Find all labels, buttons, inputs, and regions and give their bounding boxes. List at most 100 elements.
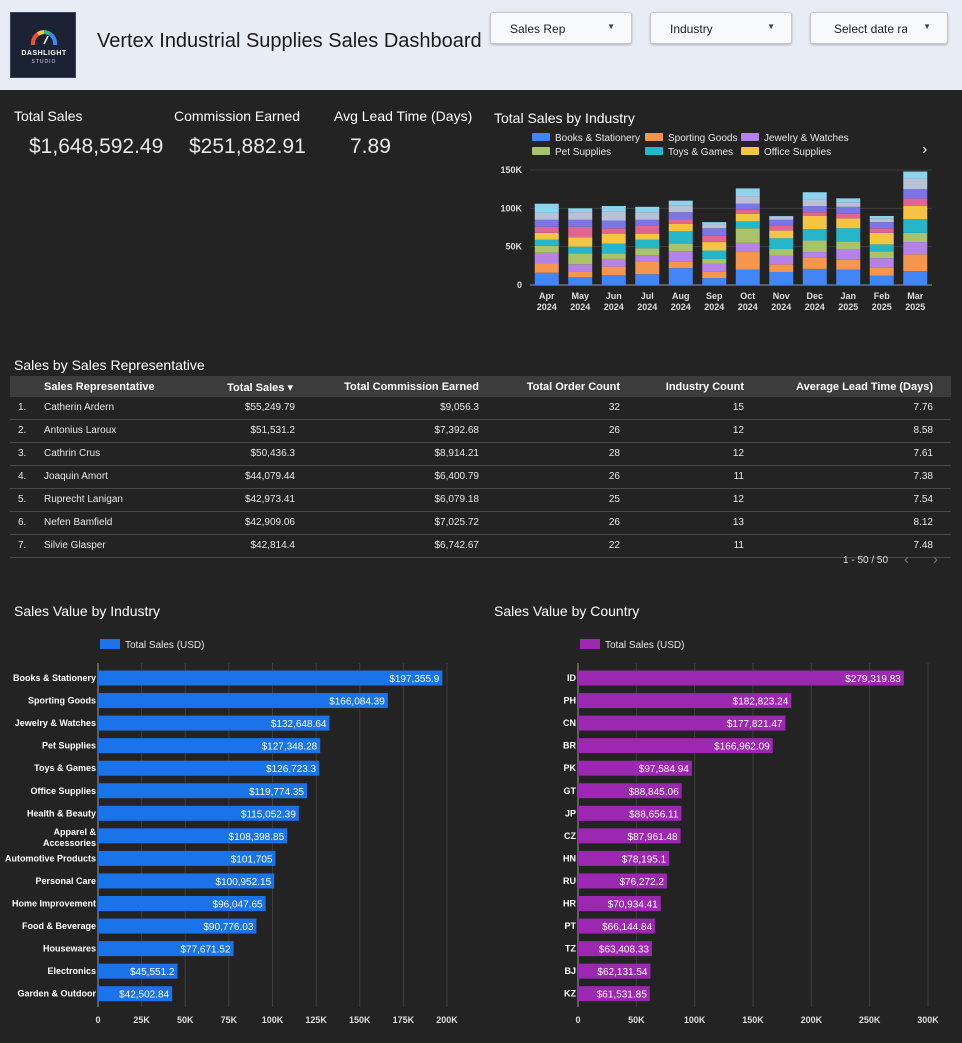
stacked-bar-segment[interactable] [601,266,626,276]
stacked-bar-segment[interactable] [769,255,794,265]
stacked-bar-segment[interactable] [903,232,928,243]
stacked-bar-segment[interactable] [869,267,894,276]
stacked-bar-segment[interactable] [702,222,727,225]
stacked-bar-segment[interactable] [802,240,827,253]
stacked-bar-segment[interactable] [702,278,727,285]
column-header-industry-count[interactable]: Industry Count [665,381,744,393]
bar[interactable] [578,805,682,821]
stacked-bar-segment[interactable] [601,206,626,212]
stacked-bar-segment[interactable] [836,218,861,229]
stacked-bar-segment[interactable] [702,224,727,229]
stacked-bar-segment[interactable] [601,275,626,285]
stacked-bar-segment[interactable] [668,223,693,232]
stacked-bar-segment[interactable] [735,188,760,197]
stacked-bar-segment[interactable] [735,209,760,214]
stacked-bar-segment[interactable] [869,228,894,233]
stacked-bar-segment[interactable] [836,206,861,214]
stacked-bar-segment[interactable] [635,219,660,226]
bar[interactable] [98,715,330,731]
stacked-bar-segment[interactable] [802,229,827,241]
stacked-bar-segment[interactable] [668,261,693,269]
bar[interactable] [98,805,299,821]
stacked-bar-segment[interactable] [635,255,660,262]
stacked-bar-segment[interactable] [769,264,794,272]
stacked-bar-segment[interactable] [769,225,794,231]
table-row[interactable]: 1. Catherin Ardern $55,249.79 $9,056.3 32 15 7… [10,397,951,420]
column-header-lead-time[interactable]: Average Lead Time (Days) [796,381,933,393]
stacked-bar-segment[interactable] [836,198,861,203]
stacked-bar-segment[interactable] [534,263,559,273]
legend-item[interactable]: Books & Stationery [532,133,640,144]
stacked-bar-segment[interactable] [568,212,593,220]
table-row[interactable]: 4. Joaquin Amort $44,079.44 $6,400.79 26 11 7.… [10,466,951,489]
legend-item[interactable]: Pet Supplies [532,147,611,158]
stacked-bar-segment[interactable] [635,212,660,220]
stacked-bar-segment[interactable] [735,252,760,270]
bar[interactable] [578,738,773,754]
stacked-bar-segment[interactable] [635,262,660,275]
table-row[interactable]: 7. Silvie Glasper $42,814.4 $6,742.67 22 11 7.… [10,535,951,558]
stacked-bar-segment[interactable] [769,216,794,220]
bar[interactable] [578,693,792,709]
stacked-bar-segment[interactable] [836,259,861,270]
stacked-bar-segment[interactable] [903,219,928,233]
stacked-bar-segment[interactable] [601,233,626,244]
stacked-bar-segment[interactable] [869,218,894,223]
stacked-bar-segment[interactable] [702,250,727,259]
stacked-bar-segment[interactable] [534,272,559,285]
stacked-bar-segment[interactable] [568,226,593,238]
stacked-bar-segment[interactable] [802,268,827,285]
stacked-bar-segment[interactable] [534,252,559,264]
bar[interactable] [98,828,288,844]
bar[interactable] [578,850,670,866]
stacked-bar-segment[interactable] [568,208,593,213]
stacked-bar-segment[interactable] [802,212,827,216]
stacked-bar-segment[interactable] [802,216,827,230]
stacked-bar-segment[interactable] [668,205,693,213]
bar[interactable] [578,670,904,686]
bar[interactable] [578,963,651,979]
stacked-bar-segment[interactable] [534,212,559,220]
stacked-bar-segment[interactable] [836,228,861,242]
bar[interactable] [98,760,320,776]
stacked-bar-segment[interactable] [568,271,593,278]
stacked-bar-segment[interactable] [601,243,626,254]
stacked-bar-segment[interactable] [635,274,660,285]
stacked-bar-segment[interactable] [534,239,559,246]
legend-item[interactable]: Jewelry & Watches [741,133,849,144]
stacked-bar-segment[interactable] [735,221,760,229]
stacked-bar-segment[interactable] [802,257,827,269]
stacked-bar-segment[interactable] [635,225,660,234]
bar[interactable] [578,828,681,844]
table-row[interactable]: 6. Nefen Bamfield $42,909.06 $7,025.72 26 13 8… [10,512,951,535]
stacked-bar-segment[interactable] [836,241,861,250]
stacked-bar-segment[interactable] [769,271,794,285]
stacked-bar-segment[interactable] [534,219,559,227]
stacked-bar-segment[interactable] [903,171,928,179]
stacked-bar-segment[interactable] [903,254,928,272]
stacked-bar-segment[interactable] [735,196,760,204]
stacked-bar-segment[interactable] [869,258,894,268]
legend-item[interactable]: Office Supplies [741,147,831,158]
stacked-bar-segment[interactable] [735,203,760,210]
stacked-bar-segment[interactable] [702,258,727,264]
bar[interactable] [98,693,388,709]
stacked-bar-segment[interactable] [802,206,827,213]
stacked-bar-segment[interactable] [869,251,894,259]
stacked-bar-segment[interactable] [735,269,760,285]
stacked-bar-segment[interactable] [668,243,693,252]
stacked-bar-segment[interactable] [568,219,593,227]
stacked-bar-segment[interactable] [735,228,760,243]
stacked-bar-segment[interactable] [903,189,928,199]
table-row[interactable]: 2. Antonius Laroux $51,531.2 $7,392.68 26 12 8… [10,420,951,443]
bar[interactable] [98,738,321,754]
stacked-bar-segment[interactable] [769,238,794,249]
stacked-bar-segment[interactable] [802,252,827,258]
stacked-bar-segment[interactable] [702,242,727,251]
stacked-bar-segment[interactable] [869,222,894,229]
stacked-bar-segment[interactable] [635,248,660,256]
bar[interactable] [578,941,652,957]
stacked-bar-segment[interactable] [601,253,626,259]
column-header-sales-rep[interactable]: Sales Representative [44,381,155,393]
stacked-bar-segment[interactable] [601,211,626,221]
